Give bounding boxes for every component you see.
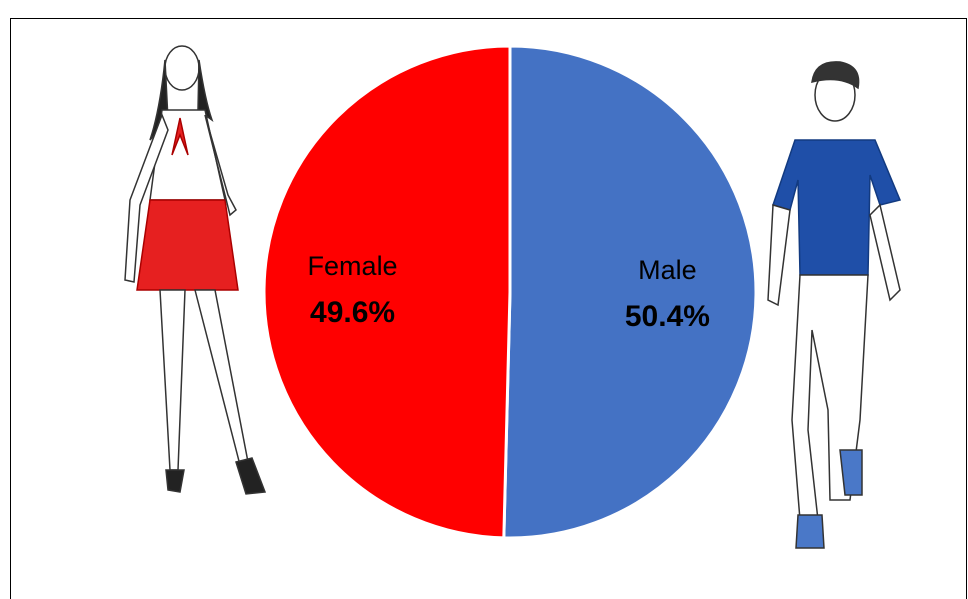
slice-label: Male bbox=[638, 255, 697, 285]
slice-label: Female bbox=[308, 251, 398, 281]
chart: Male 50.4% Female 49.6% bbox=[0, 0, 968, 599]
pie: Male 50.4% Female 49.6% bbox=[264, 46, 756, 538]
page: {"chart_data": {"type": "pie", "categori… bbox=[0, 0, 968, 599]
value-label: 50.4% bbox=[625, 300, 710, 333]
value-label: 49.6% bbox=[310, 296, 395, 329]
